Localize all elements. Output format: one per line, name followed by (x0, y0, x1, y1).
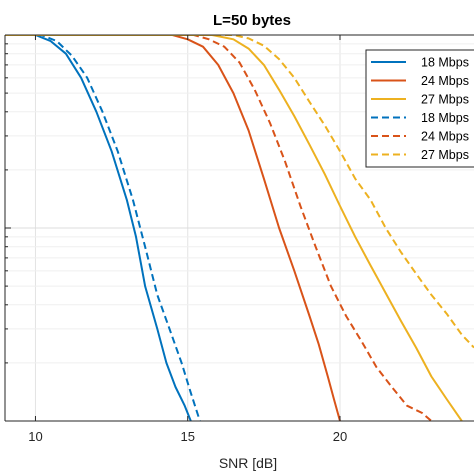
chart-title: L=50 bytes (213, 12, 291, 29)
legend-box (365, 49, 474, 168)
series-line-1 (5, 35, 192, 421)
legend-label-5: 24 Mbps (421, 130, 469, 144)
x-axis-label: SNR [dB] (219, 455, 277, 471)
x-tick-label: 15 (180, 429, 194, 444)
legend: 18 Mbps 24 Mbps 27 Mbps 18 Mbps 24 Mbps 27 Mb… (365, 49, 474, 168)
legend-label-3: 27 Mbps (421, 93, 469, 107)
series-group (5, 35, 474, 421)
series-line-2 (5, 35, 341, 421)
legend-label-6: 27 Mbps (421, 148, 469, 162)
x-tick-label: 10 (28, 429, 42, 444)
legend-label-2: 24 Mbps (421, 74, 469, 88)
series-line-6 (5, 35, 474, 349)
series-line-5 (5, 35, 433, 421)
legend-label-1: 18 Mbps (421, 56, 469, 70)
axes (4, 34, 474, 422)
series-line-3 (5, 35, 463, 421)
legend-label-4: 18 Mbps (421, 111, 469, 125)
tick-labels: 10 15 20 (28, 429, 347, 444)
x-tick-label: 20 (333, 429, 347, 444)
series-line-4 (5, 35, 201, 421)
